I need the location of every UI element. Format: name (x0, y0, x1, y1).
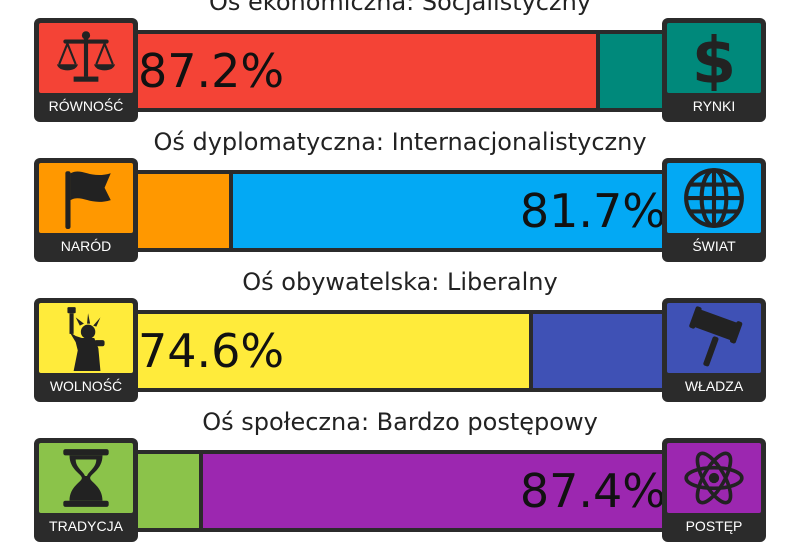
axis-title: Oś społeczna: Bardzo postępowy (202, 408, 598, 436)
axis-title: Oś dyplomatyczna: Internacjonalistyczny (153, 128, 647, 156)
bar-track: 87.4% (128, 450, 672, 532)
pole-label: RÓWNOŚĆ (48, 98, 124, 114)
pole-badge-left: WOLNOŚĆ (34, 298, 138, 402)
gavel-icon (689, 306, 743, 367)
pole-badge-right: WŁADZA (662, 298, 766, 402)
pole-badge-left: RÓWNOŚĆ (34, 18, 138, 122)
flag-icon (65, 171, 111, 229)
bar-right-segment (533, 314, 668, 388)
bar-track: 87.2% (128, 30, 672, 112)
pole-icon-bg: $ (667, 23, 761, 93)
bar-divider (229, 174, 233, 248)
pole-label: NARÓD (60, 238, 112, 254)
svg-text:$: $ (692, 25, 736, 91)
percent-label: 81.7% (519, 184, 666, 238)
bar-right-segment (600, 34, 668, 108)
hourglass-icon (63, 449, 109, 507)
atom-icon (684, 451, 744, 505)
pole-label: WŁADZA (684, 378, 744, 394)
bar-divider (199, 454, 203, 528)
globe-icon (684, 168, 744, 228)
bar-divider (596, 34, 600, 108)
statue-of-liberty-icon (67, 307, 105, 371)
axis-title: Oś ekonomiczna: Socjalistyczny (208, 0, 592, 16)
bar-right-segment (203, 454, 668, 528)
axis-title: Oś obywatelska: Liberalny (242, 268, 558, 296)
bar-left-segment (132, 314, 529, 388)
scales-icon (57, 31, 115, 82)
bar-divider (529, 314, 533, 388)
pole-icon-bg (39, 443, 133, 513)
percent-label: 74.6% (138, 324, 285, 378)
bar-left-segment (132, 174, 229, 248)
bar-track: 74.6% (128, 310, 672, 392)
axis-row-economic: Oś ekonomiczna: Socjalistyczny 87.2% (0, 0, 800, 140)
pole-badge-right: POSTĘP (662, 438, 766, 542)
pole-icon-bg (39, 163, 133, 233)
pole-label: POSTĘP (685, 518, 743, 534)
dollar-icon: $ (692, 25, 736, 91)
pole-label: TRADYCJA (49, 518, 123, 534)
bar-left-segment (132, 34, 596, 108)
pole-badge-left: TRADYCJA (34, 438, 138, 542)
pole-badge-right: ŚWIAT (662, 158, 766, 262)
pole-icon-bg (667, 163, 761, 233)
pole-icon-bg (667, 303, 761, 373)
pole-icon-bg (39, 303, 133, 373)
pole-label: ŚWIAT (692, 238, 736, 254)
bar-track: 81.7% (128, 170, 672, 252)
pole-label: WOLNOŚĆ (49, 378, 123, 394)
pole-badge-right: $ RYNKI (662, 18, 766, 122)
pole-icon-bg (39, 23, 133, 93)
bar-right-segment (233, 174, 668, 248)
bar-left-segment (132, 454, 199, 528)
pole-icon-bg (667, 443, 761, 513)
percent-label: 87.2% (138, 44, 285, 98)
pole-label: RYNKI (692, 98, 736, 114)
pole-badge-left: NARÓD (34, 158, 138, 262)
axis-row-civil: Oś obywatelska: Liberalny 74.6% WOLNOŚĆ (0, 268, 800, 420)
percent-label: 87.4% (519, 464, 666, 518)
axis-row-diplomatic: Oś dyplomatyczna: Internacjonalistyczny … (0, 128, 800, 280)
axis-row-social: Oś społeczna: Bardzo postępowy 87.4% TRA… (0, 408, 800, 560)
